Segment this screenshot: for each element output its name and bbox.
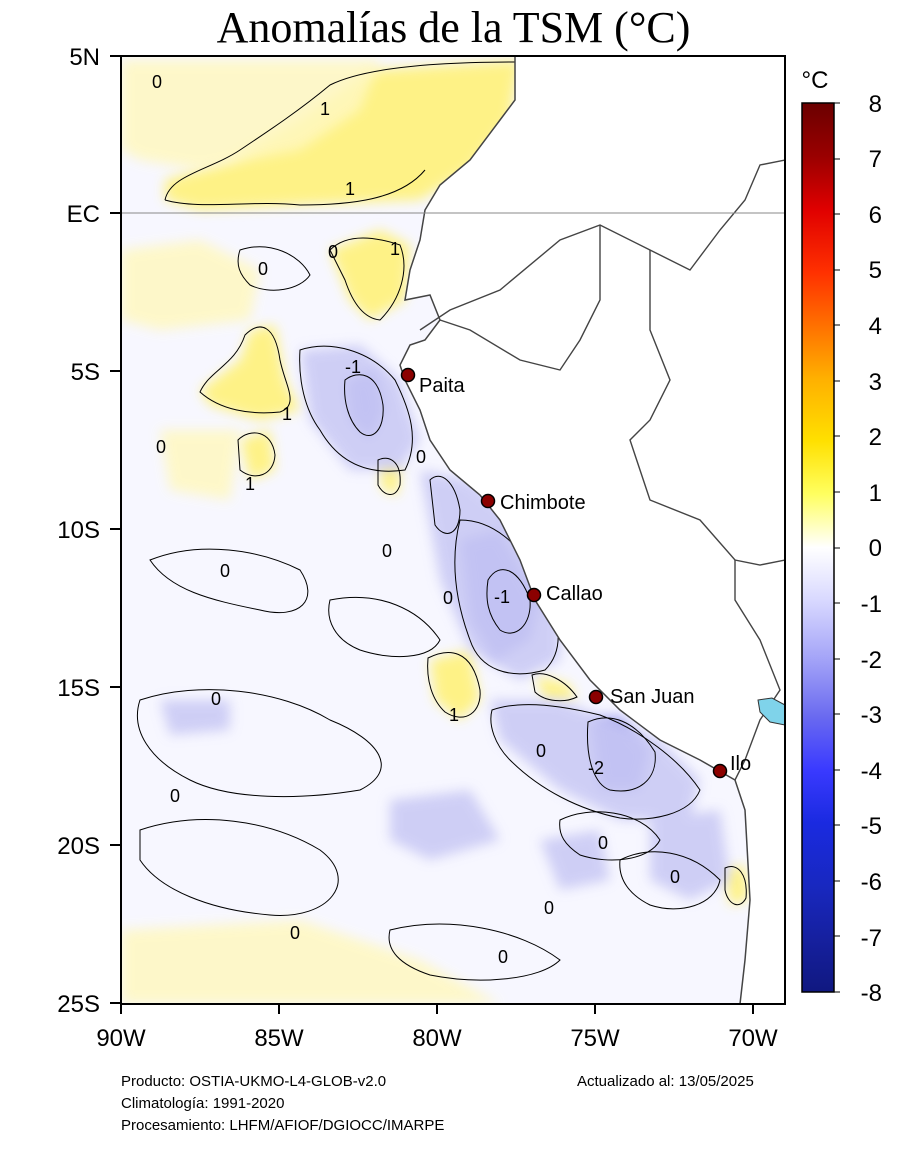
contour-label: 0 [382, 541, 392, 561]
lon-label: 75W [570, 1025, 620, 1052]
contour-label: 0 [328, 242, 338, 262]
lake-titicaca [757, 697, 785, 726]
contour-label: 0 [152, 72, 162, 92]
lon-label: 70W [728, 1025, 778, 1052]
colorbar-tick: 8 [869, 91, 882, 118]
lat-axis: 5N EC 5S 10S 15S 20S 25S [57, 44, 121, 1018]
city-markers: Paita Chimbote Callao San Juan Ilo [400, 367, 751, 779]
lat-label: 25S [57, 991, 100, 1018]
sst-field [121, 56, 785, 1004]
contour-label: 0 [443, 588, 453, 608]
colorbar-tick: 2 [869, 424, 882, 451]
contour-label: 0 [258, 259, 268, 279]
city-marker-callao [526, 587, 542, 603]
colorbar-tick: -4 [861, 758, 882, 785]
city-label-paita: Paita [419, 375, 465, 397]
contour-label: 1 [245, 474, 255, 494]
footer-producto: Producto: OSTIA-UKMO-L4-GLOB-v2.0 [121, 1073, 387, 1090]
colorbar-unit: °C [802, 67, 829, 94]
contour-lines [136, 61, 747, 981]
lat-label: 20S [57, 833, 100, 860]
city-label-san-juan: San Juan [610, 686, 695, 708]
city-marker-chimbote [480, 493, 496, 509]
contour-label: 0 [498, 947, 508, 967]
colorbar-tick: -6 [861, 869, 882, 896]
lon-label: 90W [96, 1025, 146, 1052]
colorbar-tick: 4 [869, 313, 882, 340]
contour-label: 0 [211, 689, 221, 709]
contour-label: 1 [449, 705, 459, 725]
colorbar-tick: -3 [861, 702, 882, 729]
contour-label: 0 [536, 741, 546, 761]
contour-label: 0 [416, 447, 426, 467]
contour-label: 1 [320, 99, 330, 119]
lat-label: 15S [57, 675, 100, 702]
contour-label: 0 [544, 898, 554, 918]
contour-label: -1 [345, 357, 361, 377]
contour-label: 1 [390, 239, 400, 259]
colorbar-tick: -8 [861, 980, 882, 1007]
footer-procesamiento: Procesamiento: LHFM/AFIOF/DGIOCC/IMARPE [121, 1117, 445, 1134]
colorbar-gradient [801, 102, 835, 993]
contour-label: 0 [170, 786, 180, 806]
lat-label: EC [67, 201, 100, 228]
colorbar-tick: 0 [869, 535, 882, 562]
contour-label: -2 [588, 758, 604, 778]
lat-label: 5S [71, 359, 100, 386]
city-label-chimbote: Chimbote [500, 492, 586, 514]
contour-label: 0 [598, 833, 608, 853]
lon-axis: 90W 85W 80W 75W 70W [96, 1004, 778, 1052]
contour-label: 1 [282, 404, 292, 424]
city-label-ilo: Ilo [730, 753, 751, 775]
colorbar-tick: 5 [869, 257, 882, 284]
city-marker-paita [400, 367, 416, 383]
land-mass [399, 56, 785, 1004]
colorbar-tick: -5 [861, 813, 882, 840]
colorbar-tick: -1 [861, 591, 882, 618]
lat-label: 5N [69, 44, 100, 71]
country-borders [419, 159, 785, 781]
city-label-callao: Callao [546, 583, 603, 605]
colorbar-tick: 3 [869, 369, 882, 396]
colorbar-tick: -7 [861, 925, 882, 952]
colorbar-tick: 7 [869, 146, 882, 173]
contour-label: 0 [156, 437, 166, 457]
colorbar: °C 8 7 6 5 4 3 2 1 0 -1 -2 -3 -4 -5 -6 -… [801, 67, 882, 1007]
contour-label: 1 [345, 179, 355, 199]
lon-label: 80W [412, 1025, 462, 1052]
colorbar-tick: -2 [861, 647, 882, 674]
contour-label: 0 [670, 867, 680, 887]
colorbar-tick: 1 [869, 480, 882, 507]
footer-actualizado: Actualizado al: 13/05/2025 [577, 1073, 754, 1090]
contour-label: -1 [494, 587, 510, 607]
footer-climatologia: Climatología: 1991-2020 [121, 1095, 285, 1112]
contour-label: 0 [220, 561, 230, 581]
page-title: Anomalías de la TSM (°C) [216, 3, 691, 52]
city-marker-ilo [712, 763, 728, 779]
lat-label: 10S [57, 517, 100, 544]
city-marker-san-juan [588, 689, 604, 705]
colorbar-tick: 6 [869, 202, 882, 229]
contour-labels: 0 1 1 0 1 0 -1 1 0 1 0 0 0 0 -1 0 1 0 -2… [152, 72, 680, 967]
contour-label: 0 [290, 923, 300, 943]
lon-label: 85W [254, 1025, 304, 1052]
